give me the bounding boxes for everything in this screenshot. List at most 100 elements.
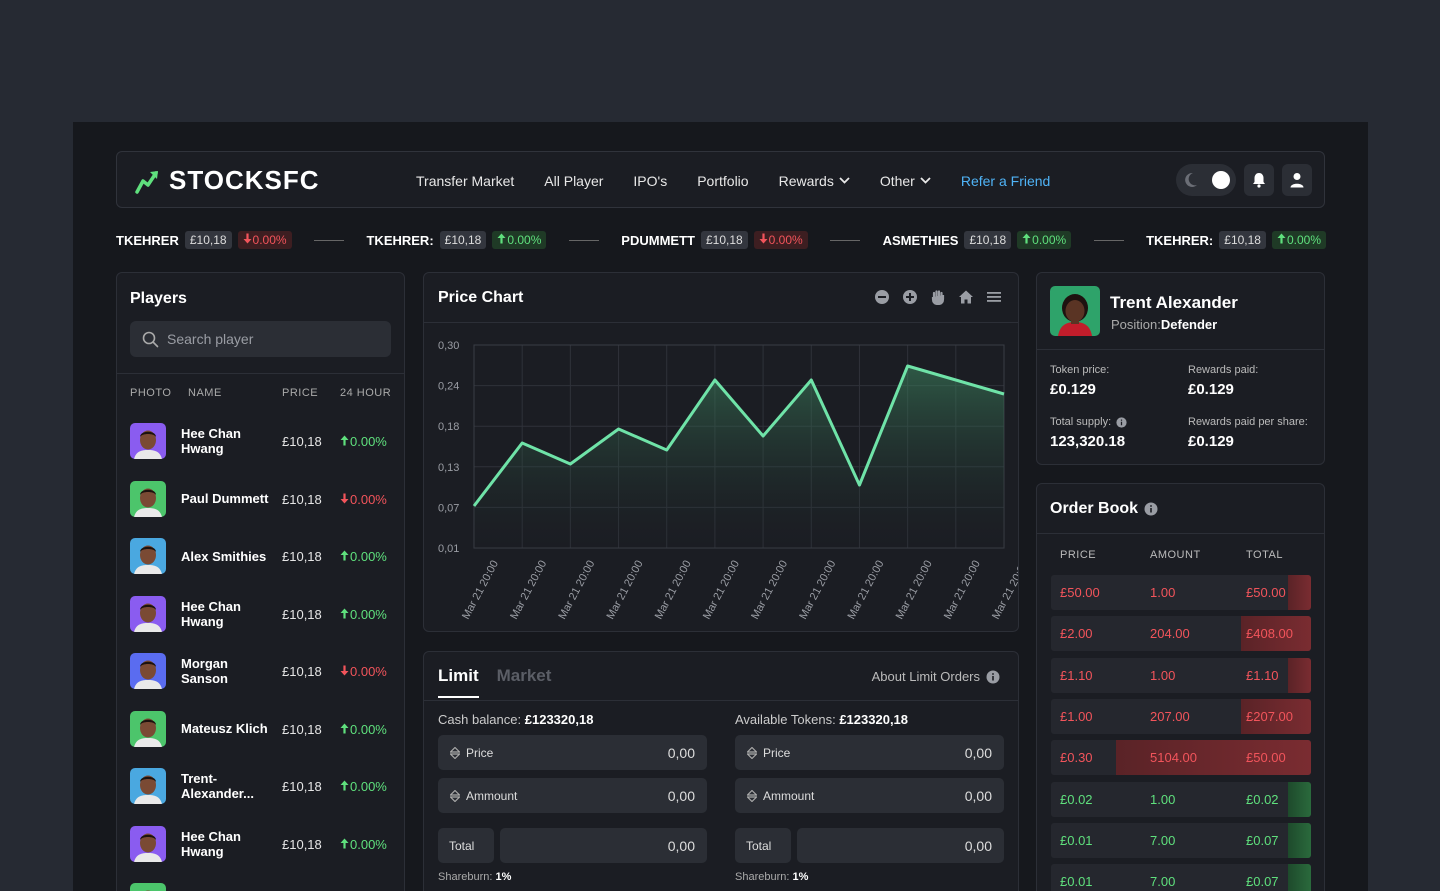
player-row[interactable]: Hee Chan Hwang £10,18 0.00%: [117, 412, 404, 470]
nav-link-ipo-s[interactable]: IPO's: [633, 173, 667, 189]
about-limit-orders-link[interactable]: About Limit Orders: [872, 669, 1000, 684]
sell-shareburn-label: Shareburn:: [735, 871, 790, 883]
player-row[interactable]: Mateusz Klich £10,18 0.00%: [117, 700, 404, 758]
order-book-row[interactable]: £0.02 1.00 £0.02: [1051, 781, 1311, 817]
ticker-item[interactable]: TKEHRER: £10,18 0.00%: [366, 231, 547, 249]
player-row[interactable]: Hee Chan Hwang £10,18 0.00%: [117, 585, 404, 643]
profile-stat: Total supply: 123,320.18: [1050, 416, 1127, 450]
nav-link-all-player[interactable]: All Player: [544, 173, 603, 189]
stat-label-row: Token price:: [1050, 364, 1109, 376]
order-amount: 1.00: [1150, 667, 1176, 683]
depth-bar: [1287, 822, 1311, 858]
player-change: 0.00%: [340, 664, 387, 679]
sell-price-field[interactable]: Price 0,00: [735, 735, 1004, 770]
y-tick-label: 0,30: [438, 340, 459, 352]
order-book-row[interactable]: £2.00 204.00 £408.00: [1051, 616, 1311, 652]
info-icon[interactable]: [1144, 502, 1158, 516]
zoom-out-icon[interactable]: [874, 289, 890, 305]
notifications-button[interactable]: [1244, 164, 1274, 196]
order-book-row[interactable]: £1.00 207.00 £207.00: [1051, 698, 1311, 734]
buy-amount-field[interactable]: Ammount 0,00: [438, 778, 707, 813]
player-avatar: [130, 538, 166, 574]
player-name: Alex Smithies: [181, 548, 267, 564]
brand-logo[interactable]: STOCKSFC: [135, 165, 320, 196]
order-book-row[interactable]: £0.30 5104.00 £50.00: [1051, 740, 1311, 776]
pan-icon[interactable]: [930, 289, 946, 305]
nav-link-rewards[interactable]: Rewards: [779, 173, 850, 189]
order-book-row[interactable]: £50.00 1.00 £50.00: [1051, 575, 1311, 610]
sell-total-value[interactable]: 0,00: [797, 828, 1004, 863]
buy-total-value[interactable]: 0,00: [500, 828, 707, 863]
order-book-row[interactable]: £0.01 7.00 £0.07: [1051, 864, 1311, 891]
buy-price-field[interactable]: Price 0,00: [438, 735, 707, 770]
tab-market[interactable]: Market: [496, 666, 552, 685]
sell-amount-field[interactable]: Ammount 0,00: [735, 778, 1004, 813]
sell-amount-label: Ammount: [763, 788, 815, 803]
nav-link-transfer-market[interactable]: Transfer Market: [416, 173, 514, 189]
ticker-separator: [1093, 239, 1124, 241]
ticker-item[interactable]: TKEHRER: £10,18 0.00%: [1146, 231, 1326, 249]
order-amount: 7.00: [1150, 874, 1176, 890]
arrow-up-icon: [497, 233, 506, 244]
chevron-down-icon: [839, 177, 850, 184]
stat-label: Token price:: [1050, 364, 1110, 376]
arrow-up-icon: [340, 435, 349, 446]
buy-order-form: Cash balance: £123320,18 Price 0,00 Ammo…: [438, 712, 707, 883]
player-row[interactable]: Morgan Sanson £10,18 0.00%: [117, 642, 404, 700]
y-tick-label: 0,24: [438, 381, 459, 393]
buy-price-value[interactable]: 0,00: [667, 744, 695, 761]
sell-price-value[interactable]: 0,00: [964, 744, 992, 761]
ticker-item[interactable]: PDUMMETT £10,18 0.00%: [621, 231, 808, 249]
player-change-value: 0.00%: [350, 606, 387, 622]
nav-link-other[interactable]: Other: [880, 173, 931, 189]
sell-total-row: Total 0,00: [735, 828, 1004, 863]
buy-shareburn: Shareburn: 1%: [438, 871, 707, 883]
player-name: Hee Chan Hwang: [181, 426, 241, 456]
player-change-value: 0.00%: [350, 549, 387, 564]
player-row[interactable]: Paul Dummett£10,180.00%: [117, 872, 404, 891]
order-price: £0.01: [1060, 874, 1093, 890]
tab-limit[interactable]: Limit: [438, 666, 479, 698]
sell-amount-value[interactable]: 0,00: [964, 787, 992, 804]
ticker-price: £10,18: [964, 231, 1012, 249]
buy-amount-value[interactable]: 0,00: [667, 787, 695, 804]
player-row[interactable]: Alex Smithies £10,18 0.00%: [117, 527, 404, 585]
ticker-item[interactable]: ASMETHIES £10,18 0.00%: [883, 231, 1072, 249]
ticker-change: 0.00%: [237, 231, 292, 249]
stat-label: Rewards paid per share:: [1188, 416, 1308, 428]
order-book-row[interactable]: £0.01 7.00 £0.07: [1051, 822, 1311, 858]
arrow-down-icon: [759, 233, 768, 244]
nav-link-refer-a-friend[interactable]: Refer a Friend: [961, 173, 1050, 189]
arrow-down-icon: [340, 493, 349, 503]
ticker-item[interactable]: TKEHRER £10,18 0.00%: [116, 231, 292, 249]
player-avatar: [130, 825, 166, 862]
ticker-price: £10,18: [184, 231, 232, 249]
x-tick-label: Mar 21 20:00: [508, 559, 549, 622]
profile-button[interactable]: [1282, 164, 1312, 196]
stepper-icon: [450, 789, 460, 802]
stat-value: £0.129: [1188, 433, 1234, 450]
menu-icon[interactable]: [986, 289, 1002, 305]
stat-label: Total supply:: [1050, 416, 1112, 428]
player-row[interactable]: Trent-Alexander... £10,18 0.00%: [117, 757, 404, 815]
home-icon[interactable]: [958, 289, 974, 305]
buy-total-label: Total: [438, 828, 494, 863]
player-avatar: [130, 653, 166, 689]
info-icon[interactable]: [1116, 416, 1127, 428]
player-change-value: 0.00%: [350, 721, 387, 737]
chart-toolbar: [874, 289, 1002, 305]
player-position-label: Position:: [1111, 317, 1161, 332]
profile-stat: Token price: £0.129: [1050, 364, 1109, 398]
nav-link-portfolio[interactable]: Portfolio: [697, 173, 748, 189]
theme-toggle[interactable]: [1176, 164, 1236, 196]
player-row[interactable]: Hee Chan Hwang £10,18 0.00%: [117, 815, 404, 873]
player-position-value: Defender: [1160, 317, 1218, 332]
sell-shareburn: Shareburn: 1%: [735, 871, 1004, 883]
order-book-row[interactable]: £1.10 1.00 £1.10: [1051, 657, 1311, 693]
search-input[interactable]: [167, 331, 367, 347]
zoom-in-icon[interactable]: [902, 289, 918, 305]
search-box[interactable]: [130, 321, 391, 357]
order-book-columns: PRICE AMOUNT TOTAL: [1037, 533, 1324, 573]
player-profile-panel: Trent Alexander Position:Defender Token …: [1036, 272, 1325, 465]
